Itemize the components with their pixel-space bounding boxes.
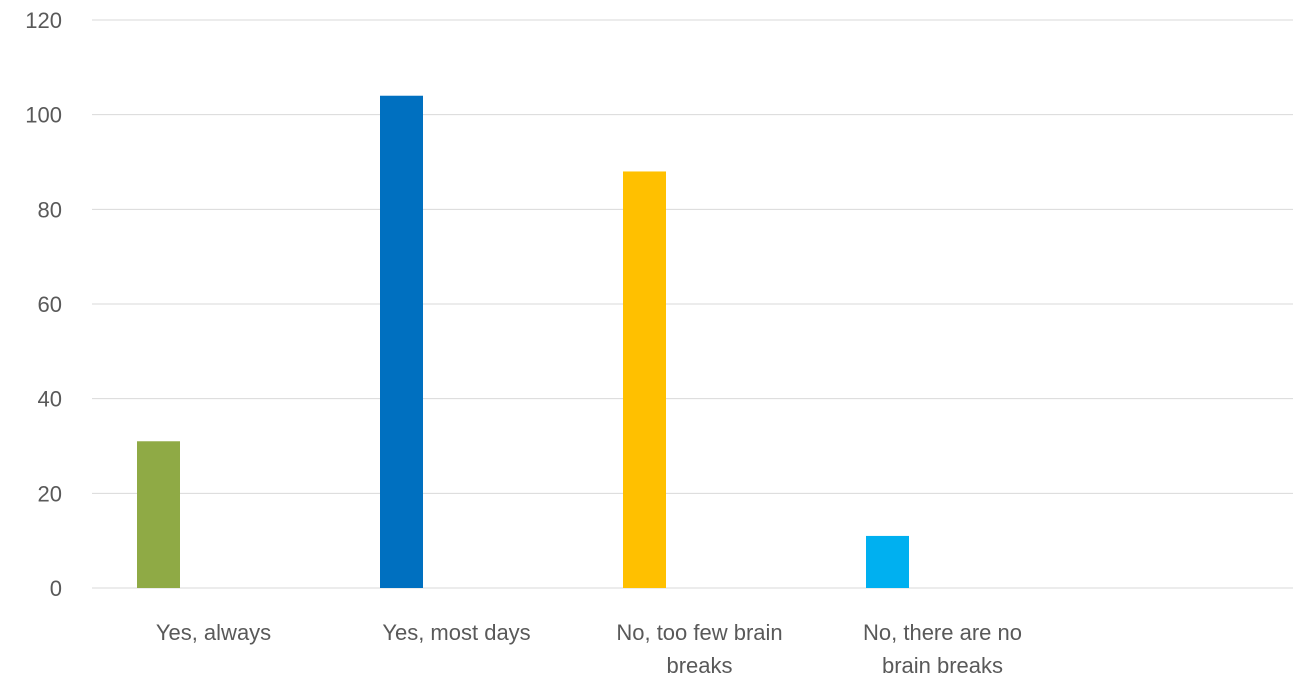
category-label-line: brain breaks [882, 653, 1003, 678]
bars [137, 95, 909, 588]
category-label: Yes, always [156, 620, 271, 645]
gridlines [92, 19, 1293, 589]
category-label-line: No, too few brain [616, 620, 782, 645]
category-label-line: No, there are no [863, 620, 1022, 645]
x-axis-category-labels: Yes, always Yes, most days No, too few bra… [156, 620, 1022, 678]
y-tick-label: 80 [38, 197, 62, 222]
y-tick-label: 0 [50, 576, 62, 601]
category-label: Yes, most days [382, 620, 530, 645]
category-label-line: Yes, always [156, 620, 271, 645]
category-label: No, there are no brain breaks [863, 620, 1022, 678]
y-axis-tick-labels: 0 20 40 60 80 100 120 [25, 8, 62, 601]
y-tick-label: 40 [38, 387, 62, 412]
y-tick-label: 120 [25, 8, 62, 33]
category-label-line: Yes, most days [382, 620, 530, 645]
y-tick-label: 20 [38, 481, 62, 506]
y-tick-label: 60 [38, 292, 62, 317]
bar-3 [623, 171, 666, 588]
bar-2 [380, 95, 423, 588]
category-label: No, too few brain breaks [616, 620, 782, 678]
bar-1 [137, 441, 180, 588]
category-label-line: breaks [666, 653, 732, 678]
bar-4 [866, 535, 909, 588]
y-tick-label: 100 [25, 103, 62, 128]
